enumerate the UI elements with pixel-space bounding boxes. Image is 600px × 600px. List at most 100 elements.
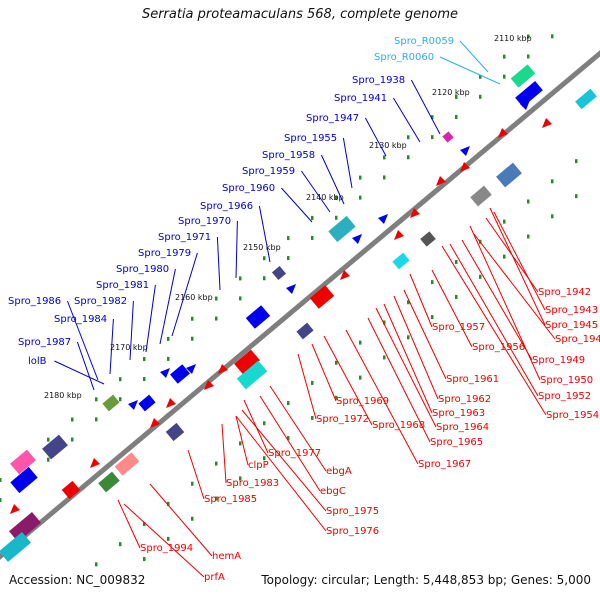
tick-dot — [215, 296, 218, 301]
tick-dot — [383, 155, 386, 160]
label-leader — [323, 335, 373, 426]
gene-label-minus: Spro_1969 — [336, 396, 389, 407]
tick-dot — [47, 437, 50, 442]
gene-label-minus: ebgA — [326, 466, 352, 477]
tick-dot — [359, 175, 362, 180]
tick-dot — [455, 94, 458, 99]
tick-dot — [143, 357, 146, 362]
tick-dot — [47, 457, 50, 462]
label-leader — [54, 360, 105, 385]
label-leader — [145, 284, 156, 353]
gene-arrow — [286, 284, 296, 294]
tick-dot — [503, 74, 506, 79]
label-leader — [320, 154, 345, 205]
tick-label: 2150 kbp — [243, 243, 281, 252]
label-leader — [221, 423, 227, 484]
label-leader — [410, 79, 441, 135]
minus-gene-block — [496, 162, 522, 188]
gene-arrow — [90, 458, 100, 468]
tick-dot — [167, 501, 170, 506]
tick-dot — [239, 276, 242, 281]
gene-label-minus: Spro_1965 — [430, 437, 483, 448]
label-leader — [300, 170, 331, 213]
gene-label-minus: Spro_1954 — [546, 410, 599, 421]
tick-dot — [551, 34, 554, 39]
plus-gene-block — [138, 394, 156, 412]
label-leader — [364, 117, 387, 157]
gene-arrow — [186, 364, 196, 374]
tick-dot — [71, 437, 74, 442]
gene-label-plus: Spro_1960 — [222, 183, 275, 194]
genome-backbone — [0, 50, 600, 560]
gene-arrow — [150, 418, 160, 428]
minus-gene-block — [114, 452, 140, 476]
label-leader — [109, 318, 114, 375]
label-leader — [259, 395, 321, 492]
plus-gene-block — [510, 64, 536, 88]
label-leader — [393, 295, 439, 400]
tick-dot — [335, 215, 338, 220]
tick-label: 2130 kbp — [369, 141, 407, 150]
tick-dot — [335, 360, 338, 365]
gene-label-minus: Spro_1975 — [326, 506, 379, 517]
tick-dot — [431, 135, 434, 140]
gene-label-plus: Spro_R0059 — [394, 36, 454, 47]
tick-dot — [407, 155, 410, 160]
label-leader — [383, 303, 433, 414]
gene-label-plus: Spro_R0060 — [374, 52, 434, 63]
label-leader — [461, 239, 533, 361]
tick-dot — [167, 536, 170, 541]
tick-label: 2120 kbp — [432, 88, 470, 97]
gene-arrow — [128, 400, 138, 410]
label-leader — [129, 300, 134, 361]
minus-gene-block — [470, 185, 492, 207]
gene-label-plus: Spro_1980 — [116, 264, 169, 275]
tick-dot — [215, 461, 218, 466]
minus-gene-block — [234, 349, 260, 375]
gene-label-minus: Spro_1985 — [204, 494, 257, 505]
tick-dot — [407, 300, 410, 305]
label-leader — [489, 207, 546, 326]
label-leader — [216, 236, 221, 291]
label-leader — [392, 97, 421, 143]
label-leader — [441, 245, 547, 416]
gene-arrow — [410, 208, 420, 218]
plus-gene-block — [271, 265, 287, 281]
gene-arrow — [160, 368, 170, 378]
gene-arrow — [166, 398, 176, 408]
tick-dot — [215, 496, 218, 501]
gene-label-minus: clpP — [248, 460, 269, 471]
gene-arrow — [204, 380, 214, 390]
tick-dot — [287, 436, 290, 441]
tick-dot — [455, 294, 458, 299]
gene-arrow — [218, 364, 228, 374]
tick-dot — [143, 377, 146, 382]
tick-dot — [311, 415, 314, 420]
label-leader — [269, 385, 327, 472]
tick-label: 2110 kbp — [494, 34, 532, 43]
label-leader — [342, 137, 353, 189]
tick-label: 2170 kbp — [110, 343, 148, 352]
tick-dot — [191, 516, 194, 521]
tick-dot — [335, 195, 338, 200]
tick-dot — [575, 159, 578, 164]
gene-label-plus: lolB — [28, 356, 47, 367]
gene-arrow — [352, 234, 362, 244]
gene-label-minus: Spro_1948 — [555, 334, 600, 345]
tick-dot — [71, 417, 74, 422]
tick-dot — [263, 276, 266, 281]
tick-label: 2180 kbp — [44, 391, 82, 400]
tick-dot — [407, 335, 410, 340]
label-leader — [311, 343, 337, 402]
gene-label-plus: Spro_1958 — [262, 150, 315, 161]
minus-gene-block — [61, 480, 81, 500]
tick-dot — [119, 397, 122, 402]
gene-label-plus: Spro_1987 — [18, 337, 71, 348]
tick-dot — [0, 478, 2, 482]
tick-dot — [335, 395, 338, 400]
tick-dot — [0, 498, 2, 502]
gene-label-minus: Spro_1963 — [432, 408, 485, 419]
tick-dot — [455, 259, 458, 264]
gene-label-minus: Spro_1983 — [226, 478, 279, 489]
tick-dot — [263, 421, 266, 426]
